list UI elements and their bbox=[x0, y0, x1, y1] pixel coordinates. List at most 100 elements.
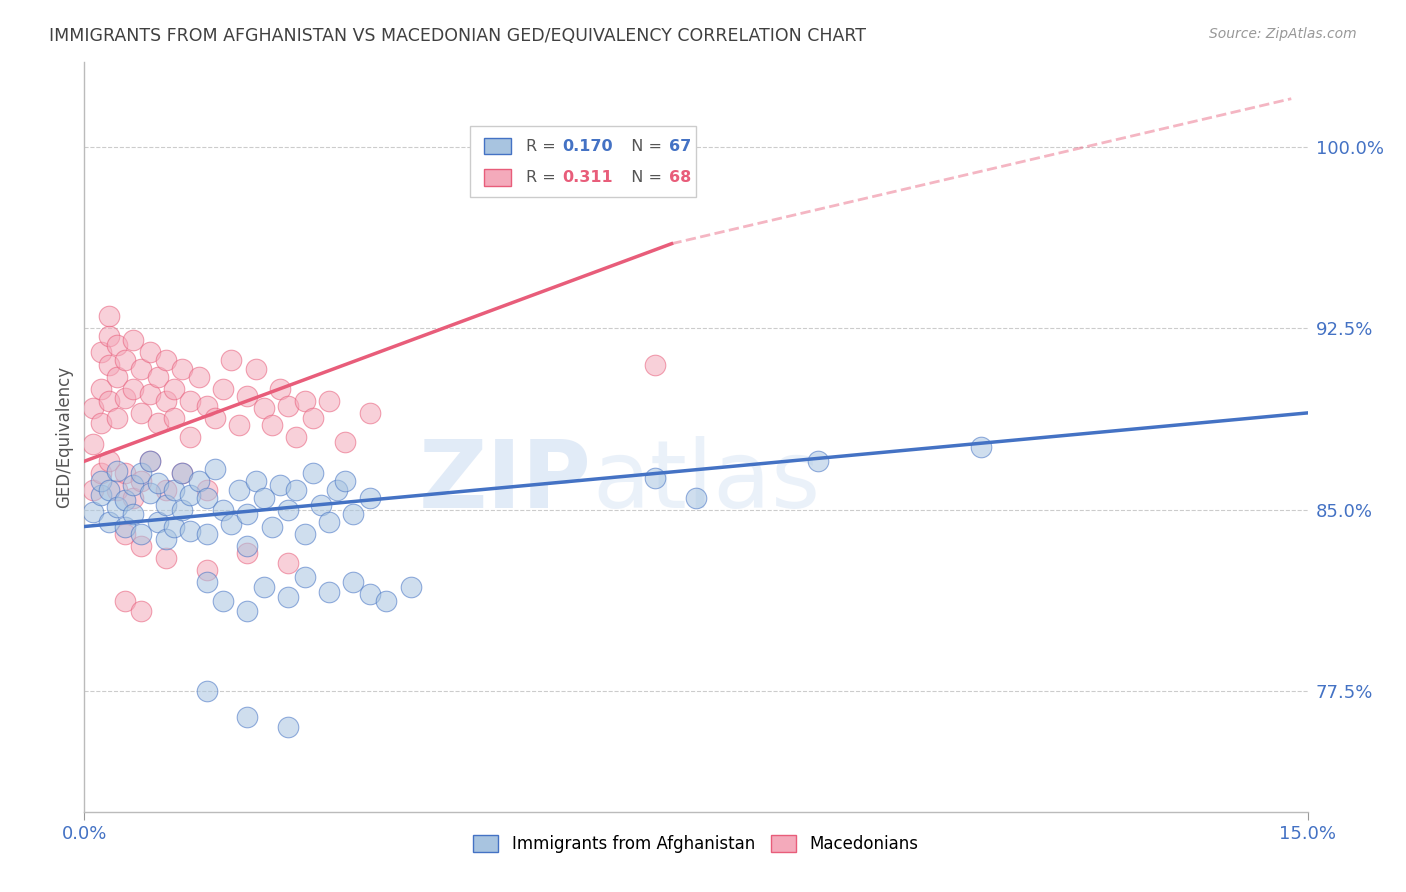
Point bbox=[114, 467, 136, 481]
Point bbox=[644, 471, 666, 485]
Text: IMMIGRANTS FROM AFGHANISTAN VS MACEDONIAN GED/EQUIVALENCY CORRELATION CHART: IMMIGRANTS FROM AFGHANISTAN VS MACEDONIA… bbox=[49, 27, 866, 45]
Point bbox=[212, 502, 235, 516]
Point bbox=[301, 467, 323, 481]
Point bbox=[204, 410, 226, 425]
Text: R =: R = bbox=[526, 169, 561, 185]
Point bbox=[131, 467, 153, 481]
Point bbox=[236, 604, 259, 618]
Point bbox=[277, 720, 299, 734]
Text: 0.170: 0.170 bbox=[562, 138, 613, 153]
Point bbox=[269, 478, 291, 492]
Point bbox=[179, 430, 201, 444]
Point bbox=[122, 334, 145, 348]
Point bbox=[807, 454, 830, 468]
Point bbox=[309, 498, 332, 512]
Point bbox=[335, 474, 357, 488]
Point bbox=[155, 498, 177, 512]
Point bbox=[90, 382, 112, 396]
Point bbox=[212, 594, 235, 608]
Point bbox=[236, 508, 259, 522]
Point bbox=[82, 483, 104, 498]
Point bbox=[359, 491, 381, 505]
Point bbox=[122, 478, 145, 492]
Point bbox=[146, 475, 169, 490]
Text: 0.311: 0.311 bbox=[562, 169, 613, 185]
Bar bbox=[470, 126, 696, 197]
Point bbox=[114, 352, 136, 367]
Point bbox=[195, 684, 218, 698]
Point bbox=[105, 500, 128, 515]
Point bbox=[236, 710, 259, 724]
Point bbox=[318, 584, 340, 599]
Point bbox=[122, 382, 145, 396]
Point bbox=[82, 505, 104, 519]
Text: ZIP: ZIP bbox=[419, 436, 592, 528]
Point bbox=[138, 386, 160, 401]
Point bbox=[253, 580, 276, 594]
Point bbox=[138, 345, 160, 359]
Point bbox=[219, 352, 242, 367]
Point bbox=[105, 464, 128, 478]
Point bbox=[245, 362, 267, 376]
Point bbox=[131, 539, 153, 553]
Point bbox=[236, 389, 259, 403]
Point bbox=[146, 515, 169, 529]
Point bbox=[285, 430, 308, 444]
Point bbox=[172, 362, 194, 376]
Bar bbox=[484, 138, 512, 154]
Point bbox=[359, 406, 381, 420]
Point bbox=[335, 434, 357, 449]
Point bbox=[146, 369, 169, 384]
Point bbox=[644, 358, 666, 372]
Point bbox=[970, 440, 993, 454]
Point bbox=[155, 532, 177, 546]
Point bbox=[195, 563, 218, 577]
Point bbox=[155, 393, 177, 408]
Point bbox=[131, 604, 153, 618]
Text: 68: 68 bbox=[669, 169, 692, 185]
Point bbox=[155, 483, 177, 498]
Point bbox=[260, 417, 283, 432]
Point bbox=[163, 410, 186, 425]
Point bbox=[97, 328, 120, 343]
Point bbox=[105, 410, 128, 425]
Point bbox=[228, 483, 250, 498]
Point bbox=[131, 474, 153, 488]
Point bbox=[97, 393, 120, 408]
Point bbox=[375, 594, 398, 608]
Point bbox=[359, 587, 381, 601]
Point bbox=[138, 485, 160, 500]
Point bbox=[187, 369, 209, 384]
Point bbox=[245, 474, 267, 488]
Point bbox=[172, 502, 194, 516]
Point bbox=[301, 410, 323, 425]
Point bbox=[90, 345, 112, 359]
Point bbox=[90, 467, 112, 481]
Point bbox=[277, 502, 299, 516]
Point bbox=[399, 580, 422, 594]
Text: Source: ZipAtlas.com: Source: ZipAtlas.com bbox=[1209, 27, 1357, 41]
Point bbox=[114, 492, 136, 507]
Point bbox=[146, 416, 169, 430]
Point bbox=[114, 392, 136, 406]
Point bbox=[131, 406, 153, 420]
Point bbox=[236, 539, 259, 553]
Point bbox=[105, 483, 128, 498]
Point bbox=[260, 519, 283, 533]
Point bbox=[294, 526, 316, 541]
Point bbox=[90, 474, 112, 488]
Point bbox=[318, 393, 340, 408]
Point bbox=[294, 570, 316, 584]
Point bbox=[172, 467, 194, 481]
Point bbox=[204, 461, 226, 475]
Point bbox=[212, 382, 235, 396]
Point bbox=[195, 483, 218, 498]
Point bbox=[277, 556, 299, 570]
Point bbox=[163, 382, 186, 396]
Point bbox=[131, 526, 153, 541]
Point bbox=[114, 594, 136, 608]
Text: N =: N = bbox=[621, 138, 668, 153]
Point bbox=[163, 519, 186, 533]
Point bbox=[105, 369, 128, 384]
Point bbox=[97, 358, 120, 372]
